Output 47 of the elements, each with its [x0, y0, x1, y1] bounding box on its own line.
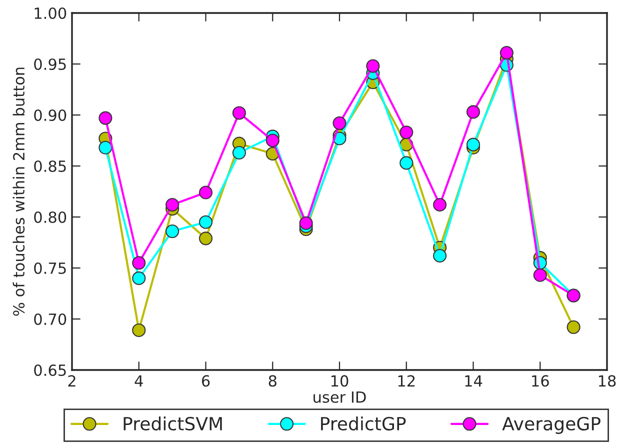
point [132, 323, 146, 337]
y-tick-label: 0.75 [34, 262, 66, 274]
point [132, 256, 146, 270]
point [266, 134, 280, 148]
point [198, 186, 213, 200]
point [132, 271, 146, 285]
x-tick-label: 10 [331, 375, 348, 387]
point [232, 146, 246, 160]
point [198, 232, 213, 246]
point [232, 106, 246, 120]
point [299, 216, 313, 230]
point [466, 105, 480, 119]
point [400, 126, 414, 140]
y-tick-label: 0.90 [34, 109, 66, 122]
y-tick-label: 0.95 [34, 58, 66, 70]
legend-label: AverageGP [502, 416, 600, 434]
point [98, 111, 112, 125]
y-tick-label: 0.65 [34, 364, 66, 376]
y-tick-label: 1.00 [34, 7, 66, 20]
x-tick-label: 6 [202, 375, 210, 387]
legend-label: PredictSVM [124, 416, 222, 430]
x-tick-label: 2 [68, 375, 76, 386]
point [433, 198, 447, 212]
point [566, 320, 580, 334]
y-tick-label: 0.85 [34, 160, 66, 172]
x-tick-label: 16 [532, 375, 549, 387]
point [98, 140, 112, 154]
point [433, 248, 447, 263]
y-tick-label: 0.80 [34, 211, 66, 224]
point [466, 138, 480, 152]
y-tick-label: 0.70 [34, 313, 66, 326]
point [166, 198, 180, 212]
legend-label: PredictGP [321, 416, 406, 430]
x-tick-label: 4 [134, 375, 143, 386]
x-axis-title: user ID [314, 392, 366, 403]
x-tick-label: 14 [465, 375, 482, 386]
point [366, 59, 380, 73]
point [198, 215, 213, 229]
point [533, 268, 547, 282]
point [166, 224, 180, 238]
point [400, 156, 414, 170]
x-tick-label: 8 [268, 375, 276, 387]
x-tick-label: 18 [598, 375, 616, 387]
point [500, 46, 514, 60]
x-tick-label: 12 [398, 375, 415, 386]
point [332, 116, 346, 130]
y-axis-title: % of touches within 2mm button [12, 68, 25, 316]
